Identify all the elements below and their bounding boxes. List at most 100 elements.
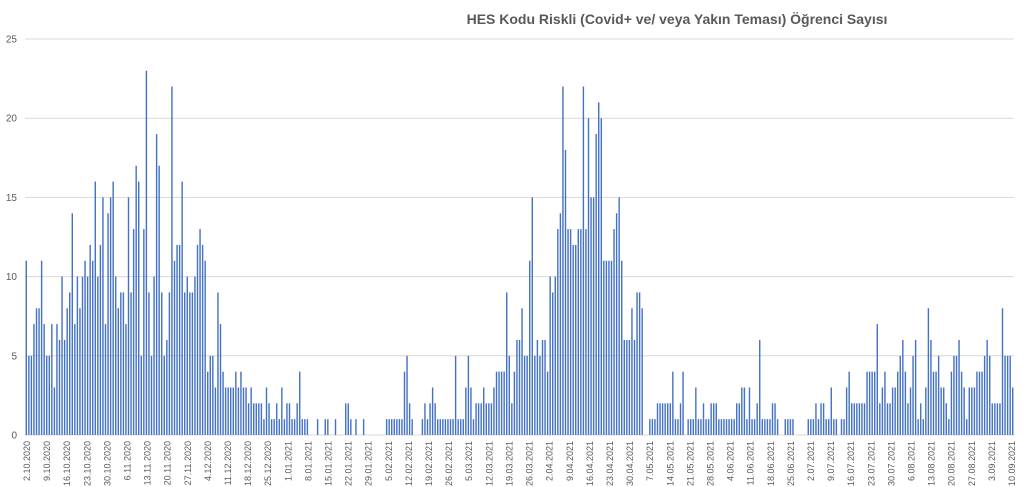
bar [771,403,774,435]
bar [452,419,454,435]
bar [74,324,76,435]
x-tick-label: 9.10.2020 [42,441,52,481]
bar [25,260,27,435]
bar [232,387,234,435]
bar [518,339,521,435]
bar [1001,308,1004,435]
bar [102,197,104,435]
bar [725,419,728,435]
bar [587,118,590,435]
bar [150,355,153,435]
bar [948,419,950,435]
bar [899,355,901,435]
bar [659,403,661,435]
bar [879,403,881,435]
bar [288,403,291,435]
bar [523,355,526,435]
bar [40,260,43,435]
x-tick-label: 3.09.2021 [987,441,997,481]
bar [853,403,855,435]
bar [442,419,444,435]
x-tick-label: 15.01.2021 [324,441,334,486]
bar [513,371,516,435]
bar [56,324,58,435]
bar [845,387,848,435]
bar [830,387,832,435]
bar [46,355,48,435]
bar [608,260,610,435]
x-tick-label: 9.04.2021 [565,441,575,481]
bar [978,371,981,435]
bar [822,403,825,435]
bar [552,292,554,435]
x-tick-label: 21.05.2021 [685,441,695,486]
bar [61,276,63,435]
bar [112,181,114,435]
bar [700,419,702,435]
bar [485,403,487,435]
bar [306,419,309,435]
bar [355,419,357,435]
bar [774,403,776,435]
bar [324,419,326,435]
bar [935,371,937,435]
bar [186,276,188,435]
bar [628,339,631,435]
bar [117,308,119,435]
bar [253,403,255,435]
x-tick-label: 20.08.2021 [947,441,957,486]
bar [932,371,935,435]
bar [281,387,283,435]
bar [63,339,66,435]
bar [674,419,677,435]
bar [191,292,194,435]
bar [746,419,748,435]
bar [424,403,426,435]
bar [894,387,896,435]
bar [258,403,260,435]
bar [784,419,786,435]
bar [996,403,999,435]
x-tick-label: 5.02.2021 [384,441,394,481]
bar [299,371,301,435]
bar [871,371,873,435]
x-tick-label: 2.10.2020 [22,441,32,481]
x-tick-label: 27.11.2020 [183,441,193,485]
bar [792,419,794,435]
x-tick-label: 11.06.2021 [746,441,756,485]
bar [350,419,352,435]
x-tick-label: 4.12.2020 [203,441,213,481]
bar [958,339,960,435]
bar [181,181,183,435]
x-tick-label: 19.03.2021 [504,441,514,486]
bar [626,339,628,435]
bar [661,403,664,435]
bar [472,419,475,435]
bar [759,339,761,435]
bar [764,419,766,435]
x-tick-label: 8.01.2021 [303,441,313,481]
bar [454,355,457,435]
bar [480,403,482,435]
x-tick-label: 25.06.2021 [786,441,796,486]
bar [444,419,447,435]
bar [35,308,38,435]
bar [917,419,919,435]
bar [874,371,876,435]
bar [835,419,838,435]
x-tick-label: 13.11.2020 [143,441,153,485]
bar [396,419,398,435]
bar [713,403,715,435]
x-tick-label: 23.07.2021 [866,441,876,486]
bar [863,403,866,435]
bars [25,70,1014,436]
bar [848,371,850,435]
bar [820,403,822,435]
bar [398,419,401,435]
bar [431,387,434,435]
bar [769,419,771,435]
bar [168,292,171,435]
bar [207,371,209,435]
bar [224,387,227,435]
bar [475,403,477,435]
